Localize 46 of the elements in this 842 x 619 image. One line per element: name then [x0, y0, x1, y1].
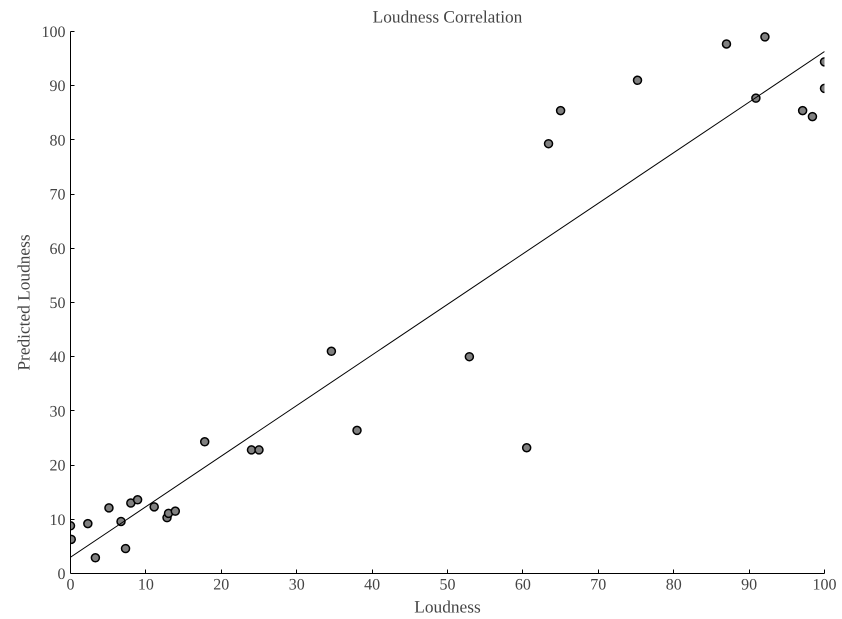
x-tick-label: 60 [514, 576, 531, 594]
y-tick-label: 90 [50, 78, 66, 96]
y-tick-label: 30 [50, 403, 66, 420]
point [126, 498, 136, 508]
point [556, 106, 566, 116]
x-tick-label: 90 [741, 576, 758, 594]
y-tick-label: 40 [50, 349, 66, 366]
chart-title: Loudness Correlation [372, 8, 523, 26]
y-tick-label: 60 [50, 240, 66, 258]
point [90, 553, 100, 563]
x-tick-label: 100 [812, 576, 836, 594]
point [632, 76, 642, 86]
y-tick-label: 20 [50, 458, 66, 475]
point [522, 443, 532, 452]
y-tick-label: 100 [42, 24, 66, 41]
point [132, 495, 142, 505]
x-tick-label: 70 [590, 576, 606, 594]
point [544, 138, 554, 148]
point [760, 32, 770, 42]
point [798, 106, 808, 116]
y-axis-title: Predicted Loudness [14, 234, 34, 371]
x-axis-title: Loudness [414, 598, 481, 616]
x-tick-label: 40 [364, 576, 380, 594]
y-tick-label: 10 [50, 512, 66, 529]
point [254, 445, 264, 455]
point [246, 445, 256, 455]
x-tick-label: 10 [138, 576, 154, 594]
x-tick-label: 50 [440, 576, 456, 594]
point [352, 426, 362, 436]
y-tick-label: 80 [50, 132, 66, 150]
point [83, 518, 93, 528]
point [464, 352, 474, 362]
point [200, 437, 210, 447]
point [326, 346, 336, 356]
point [104, 503, 114, 513]
point [120, 544, 130, 554]
point [722, 39, 732, 49]
y-tick-label: 70 [50, 186, 66, 204]
y-tick-label: 0 [58, 566, 66, 583]
y-tick-label: 50 [50, 295, 66, 312]
point [149, 502, 159, 512]
x-tick-label: 20 [213, 576, 230, 594]
x-tick-label: 80 [666, 576, 682, 594]
point [170, 506, 180, 516]
point [808, 112, 818, 122]
x-tick-label: 30 [288, 576, 305, 594]
